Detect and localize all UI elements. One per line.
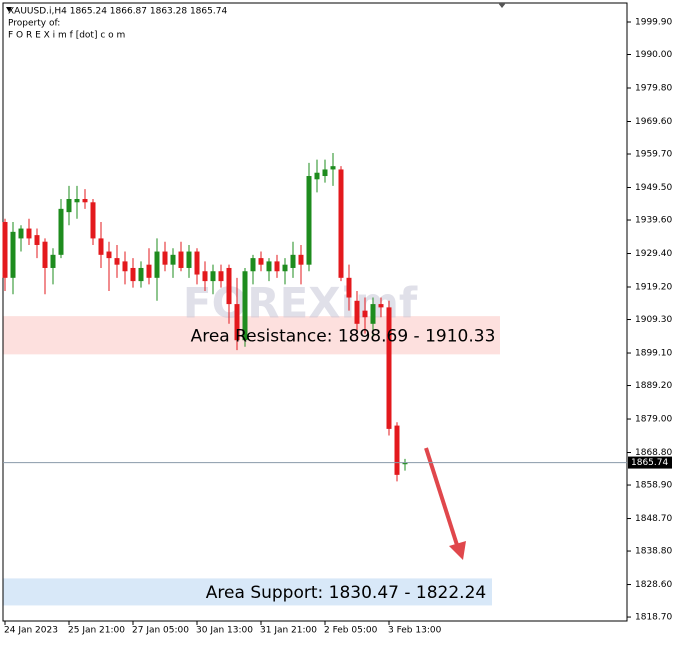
candle-body [338, 169, 344, 278]
candle-body [322, 169, 328, 177]
candle-body [98, 238, 104, 255]
candle-body [170, 254, 176, 265]
header-marker [6, 7, 12, 12]
arrow-head [449, 541, 466, 560]
candle-body [162, 251, 168, 265]
candle-body [282, 264, 288, 272]
y-tick-label: 1848.70 [635, 514, 672, 524]
candle-body [266, 261, 272, 272]
zones [3, 316, 500, 606]
candle-body [290, 254, 296, 268]
candle-body [314, 172, 320, 180]
candle-body [394, 425, 400, 475]
y-tick-label: 1899.10 [635, 349, 672, 359]
y-tick-label: 1828.60 [635, 580, 672, 590]
candle-body [82, 199, 88, 203]
last-price-box [628, 456, 672, 469]
zone-label: Area Support: 1830.47 - 1822.24 [206, 583, 486, 603]
candle-body [186, 251, 192, 268]
candle-body [130, 267, 136, 282]
candle-body [362, 310, 368, 318]
candle-body [218, 271, 224, 282]
y-tick-label: 1858.90 [635, 481, 672, 491]
candle-body [74, 199, 80, 203]
candle-body [178, 251, 184, 268]
candle-body [210, 271, 216, 282]
x-tick-label: 27 Jan 05:00 [132, 626, 189, 636]
zone-label: Area Resistance: 1898.69 - 1910.33 [191, 326, 496, 346]
candle-body [378, 304, 384, 308]
candle-body [386, 307, 392, 429]
x-tick-label: 31 Jan 21:00 [260, 626, 317, 636]
candle-body [146, 264, 152, 278]
last-price-label: 1865.74 [631, 458, 668, 468]
candle-body [50, 254, 56, 268]
candle-body [26, 228, 32, 239]
zone [3, 578, 492, 606]
subtitle: Property of: [8, 19, 60, 29]
candle-body [234, 304, 240, 341]
watermark: FOREXimf [183, 279, 418, 328]
candle-body [226, 267, 232, 305]
candle-body [2, 221, 8, 278]
y-tick-label: 1959.70 [635, 150, 672, 160]
x-tick-label: 24 Jan 2023 [4, 626, 58, 636]
y-tick-label: 1919.20 [635, 283, 672, 293]
y-tick-label: 1939.60 [635, 216, 672, 226]
plot-frame [2, 2, 628, 622]
candle-body [18, 228, 24, 239]
candle-body [90, 202, 96, 239]
candle-body [346, 277, 352, 298]
y-tick-label: 1929.40 [635, 249, 672, 259]
y-tick-label: 1949.50 [635, 183, 672, 193]
arrow [424, 447, 459, 546]
candle-body [370, 304, 376, 324]
y-tick-label: 1868.80 [635, 448, 672, 458]
candle-body [42, 241, 48, 268]
header: XAUUSD.i,H4 1865.24 1866.87 1863.28 1865… [8, 7, 227, 17]
candle-body [258, 258, 264, 265]
candle-body [242, 271, 248, 341]
candle-body [34, 235, 40, 245]
y-tick-label: 1889.20 [635, 381, 672, 391]
y-tick-label: 1999.90 [635, 18, 672, 28]
y-tick-label: 1909.30 [635, 315, 672, 325]
candles [2, 153, 408, 482]
x-tick-label: 2 Feb 05:00 [324, 626, 378, 636]
candle-body [114, 258, 120, 265]
y-tick-label: 1838.80 [635, 547, 672, 557]
candle-body [274, 261, 280, 272]
candle-body [58, 208, 64, 255]
candle-body [402, 462, 408, 465]
candle-body [138, 267, 144, 282]
candle-body [106, 251, 112, 259]
x-tick-label: 30 Jan 13:00 [196, 626, 253, 636]
y-tick-label: 1969.60 [635, 117, 672, 127]
zone [3, 316, 500, 355]
candle-body [306, 176, 312, 265]
candle-body [354, 300, 360, 324]
collapse-handle [498, 3, 506, 8]
x-tick-label: 3 Feb 13:00 [388, 626, 442, 636]
candle-body [298, 254, 304, 265]
candle-body [330, 166, 336, 170]
y-tick-label: 1818.70 [635, 613, 672, 623]
candle-body [202, 271, 208, 282]
subtitle: F O R E X i m f [dot] c o m [8, 31, 125, 41]
candle-body [66, 199, 72, 213]
candle-body [122, 261, 128, 272]
candle-body [10, 231, 16, 278]
candle-body [250, 258, 256, 272]
x-tick-label: 25 Jan 21:00 [68, 626, 125, 636]
candle-body [154, 251, 160, 278]
y-tick-label: 1979.80 [635, 84, 672, 94]
y-tick-label: 1879.00 [635, 415, 672, 425]
candle-body [194, 251, 200, 275]
y-tick-label: 1990.00 [635, 50, 672, 60]
